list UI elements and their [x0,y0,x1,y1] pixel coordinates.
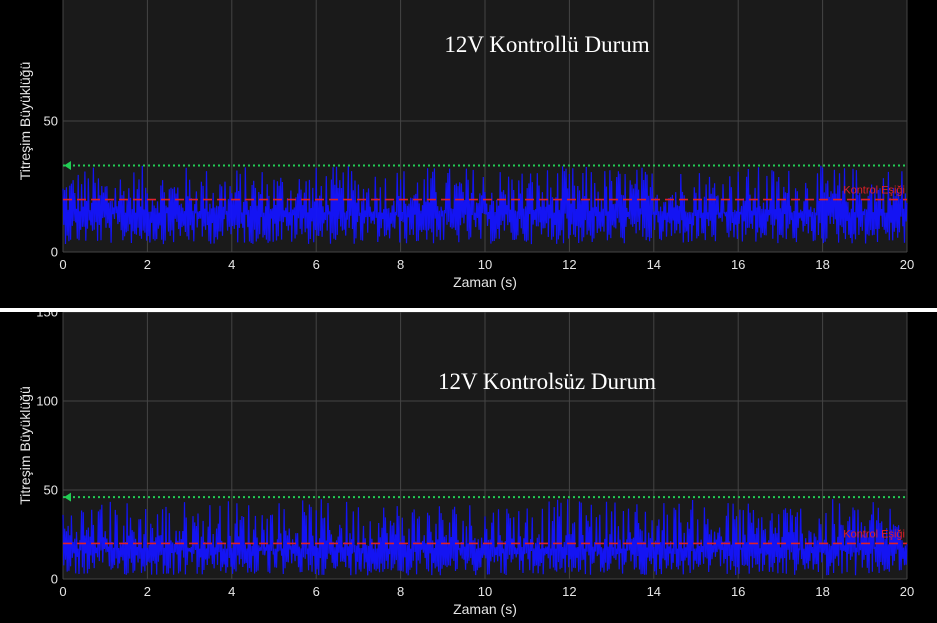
x-tick-label: 4 [228,257,235,272]
y-tick-label: 0 [51,572,58,587]
x-tick-label: 14 [647,584,661,599]
x-tick-label: 20 [900,584,914,599]
series-vibration-line [62,165,908,245]
x-tick-label: 16 [731,257,745,272]
peak-limit-arrow-marker [64,492,71,502]
y-tick-label: 50 [44,114,58,129]
y-axis-label: Titreşim Büyüklüğü [17,386,33,505]
y-tick-label: 50 [44,483,58,498]
x-tick-label: 16 [731,584,745,599]
y-axis-label: Titreşim Büyüklüğü [17,62,33,181]
y-tick-label: 0 [51,245,58,260]
x-tick-label: 20 [900,257,914,272]
x-tick-label: 6 [313,257,320,272]
peak-limit-arrow-marker [64,161,71,171]
x-tick-label: 0 [59,257,66,272]
y-tick-label: 100 [36,394,58,409]
x-tick-label: 4 [228,584,235,599]
x-tick-label: 8 [397,257,404,272]
x-tick-label: 8 [397,584,404,599]
series-vibration-line [62,499,908,576]
x-tick-label: 10 [478,584,492,599]
x-axis-label: Zaman (s) [453,601,517,617]
chart-panel-1: Kontrol Eşiği02468101214161820050100Zama… [0,0,937,308]
x-tick-label: 18 [815,584,829,599]
x-tick-label: 2 [144,257,151,272]
threshold-label: Kontrol Eşiği [843,185,905,197]
x-axis-label: Zaman (s) [453,274,517,290]
x-tick-label: 6 [313,584,320,599]
x-tick-label: 18 [815,257,829,272]
y-tick-label: 150 [36,305,58,320]
panel-separator [0,308,937,312]
x-tick-label: 12 [562,257,576,272]
chart-panel-2: Kontrol Eşiği 0 2 4 6 8 10 12 14 16 18 20 0 50 100 150 Z… [0,305,937,623]
x-tick-label: 14 [647,257,661,272]
chart-title: 12V Kontrollü Durum [444,32,649,57]
threshold-label: Kontrol Eşiği [843,528,905,540]
x-tick-label: 0 [59,584,66,599]
x-tick-label: 10 [478,257,492,272]
chart-title: 12V Kontrolsüz Durum [438,369,656,394]
x-tick-label: 2 [144,584,151,599]
x-tick-label: 12 [562,584,576,599]
